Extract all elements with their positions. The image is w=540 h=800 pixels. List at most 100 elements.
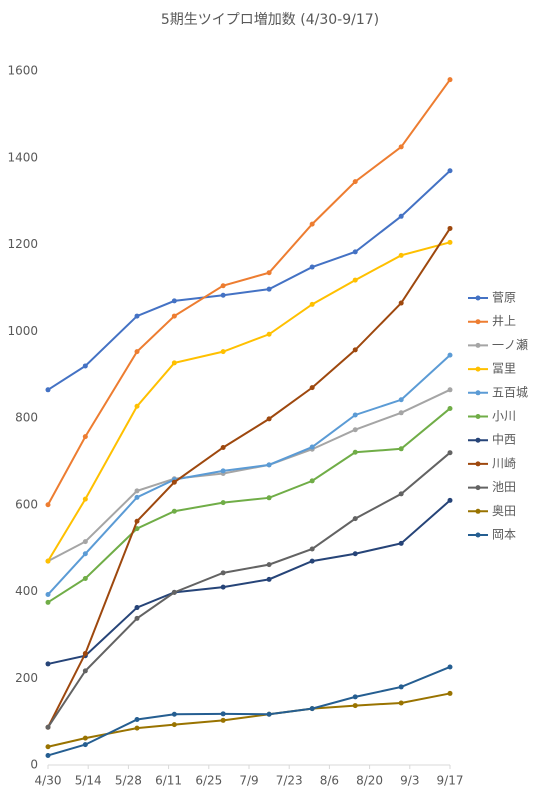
series-line — [47, 499, 451, 665]
legend-label: 小川 — [492, 409, 516, 423]
legend-label: 一ノ瀬 — [492, 338, 528, 352]
data-point — [82, 742, 88, 748]
legend-marker — [475, 295, 481, 301]
data-point — [447, 664, 453, 670]
data-point — [398, 300, 404, 306]
x-tick-label: 9/3 — [400, 774, 419, 788]
data-point — [45, 558, 51, 564]
x-tick-label: 4/30 — [35, 774, 62, 788]
series-line — [47, 170, 451, 391]
data-point — [45, 599, 51, 605]
data-point — [82, 434, 88, 440]
data-point — [220, 349, 226, 355]
data-point — [45, 724, 51, 730]
data-point — [134, 349, 140, 355]
legend-label: 池田 — [492, 480, 516, 494]
data-point — [45, 502, 51, 508]
legend-label: 冨里 — [492, 362, 516, 376]
series-line — [47, 666, 451, 757]
data-point — [45, 661, 51, 667]
data-point — [171, 711, 177, 717]
legend-marker — [475, 461, 481, 467]
legend-label: 川崎 — [492, 456, 516, 470]
data-point — [266, 462, 272, 468]
y-tick-label: 0 — [30, 758, 38, 772]
y-tick-label: 1000 — [7, 324, 38, 338]
data-point — [352, 551, 358, 557]
x-tick-label: 6/11 — [155, 774, 182, 788]
data-point — [352, 412, 358, 418]
data-point — [82, 735, 88, 741]
x-tick-label: 7/23 — [276, 774, 303, 788]
data-point — [398, 491, 404, 497]
data-point — [309, 478, 315, 484]
data-point — [220, 570, 226, 576]
legend-marker — [475, 485, 481, 491]
data-point — [398, 410, 404, 416]
legend-marker — [475, 414, 481, 419]
data-point — [398, 144, 404, 150]
data-point — [171, 313, 177, 319]
data-point — [398, 540, 404, 546]
data-point — [309, 385, 315, 391]
data-point — [134, 605, 140, 611]
data-point — [398, 252, 404, 258]
data-point — [352, 347, 358, 353]
data-point — [220, 711, 226, 717]
x-tick-label: 8/20 — [356, 774, 383, 788]
data-point — [266, 711, 272, 717]
series-line — [47, 407, 451, 604]
data-point — [352, 449, 358, 455]
data-point — [134, 518, 140, 524]
series-line — [47, 227, 451, 728]
legend-label: 中西 — [492, 432, 516, 447]
data-point — [447, 450, 453, 456]
y-tick-label: 1400 — [7, 150, 38, 164]
data-point — [134, 403, 140, 409]
data-point — [309, 546, 315, 552]
data-point — [447, 225, 453, 231]
legend-label: 五百城 — [492, 385, 528, 399]
data-point — [266, 286, 272, 292]
series-line — [47, 241, 451, 562]
y-tick-label: 1200 — [7, 237, 38, 251]
data-point — [398, 684, 404, 690]
data-point — [45, 592, 51, 598]
data-point — [352, 516, 358, 522]
data-point — [220, 444, 226, 450]
data-point — [82, 575, 88, 581]
data-point — [45, 744, 51, 750]
legend-label: 岡本 — [492, 528, 516, 542]
data-point — [220, 500, 226, 506]
data-point — [352, 694, 358, 700]
data-point — [309, 444, 315, 450]
data-point — [447, 77, 453, 83]
legend-marker — [475, 532, 481, 538]
data-point — [45, 387, 51, 393]
data-point — [309, 221, 315, 227]
chart-title: 5期生ツイプロ増加数 (4/30-9/17) — [161, 12, 379, 28]
data-point — [82, 668, 88, 674]
data-point — [220, 468, 226, 474]
legend-marker — [475, 366, 481, 372]
series-line — [47, 79, 451, 506]
series-line — [47, 451, 451, 728]
data-point — [171, 722, 177, 728]
legend-marker — [475, 508, 481, 514]
data-point — [447, 239, 453, 245]
data-point — [134, 716, 140, 722]
data-point — [266, 416, 272, 422]
data-point — [220, 717, 226, 723]
data-point — [398, 397, 404, 403]
data-point — [447, 352, 453, 358]
data-point — [134, 488, 140, 494]
x-tick-label: 5/28 — [115, 774, 142, 788]
data-point — [82, 539, 88, 545]
data-point — [171, 589, 177, 595]
data-point — [352, 277, 358, 283]
data-point — [266, 270, 272, 276]
y-tick-label: 800 — [15, 411, 38, 425]
data-point — [398, 700, 404, 706]
